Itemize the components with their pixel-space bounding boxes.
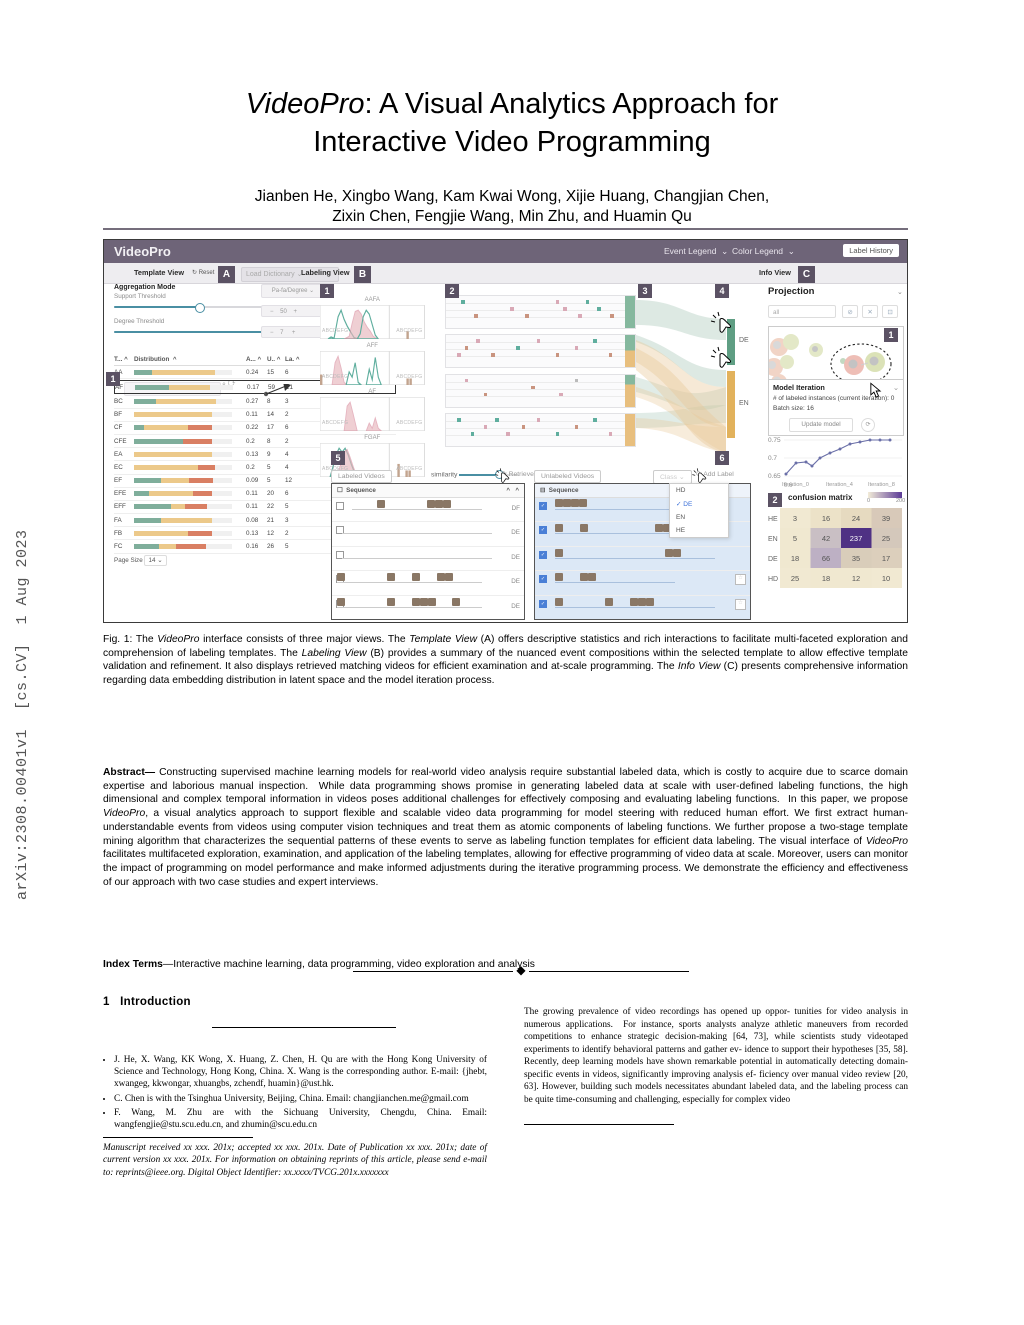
- svg-text:10: 10: [882, 574, 890, 583]
- svg-text:18: 18: [822, 574, 830, 583]
- svg-text:12: 12: [852, 574, 860, 583]
- svg-text:16: 16: [822, 514, 830, 523]
- svg-text:HE: HE: [768, 516, 778, 523]
- svg-text:0.65: 0.65: [768, 473, 781, 480]
- svg-text:3: 3: [793, 514, 797, 523]
- svg-text:17: 17: [882, 554, 890, 563]
- svg-text:0.75: 0.75: [768, 437, 781, 444]
- svg-text:25: 25: [882, 534, 890, 543]
- svg-text:18: 18: [791, 554, 799, 563]
- svg-text:237: 237: [850, 534, 863, 543]
- svg-text:0.7: 0.7: [768, 455, 777, 462]
- svg-text:66: 66: [822, 554, 830, 563]
- svg-text:24: 24: [852, 514, 860, 523]
- svg-text:35: 35: [852, 554, 860, 563]
- svg-text:EN: EN: [768, 536, 778, 543]
- svg-text:25: 25: [791, 574, 799, 583]
- svg-text:DE: DE: [768, 556, 778, 563]
- svg-text:5: 5: [793, 534, 797, 543]
- svg-text:39: 39: [882, 514, 890, 523]
- svg-text:42: 42: [822, 534, 830, 543]
- svg-text:HD: HD: [768, 576, 778, 583]
- svg-text:Iteration_4: Iteration_4: [826, 482, 853, 488]
- svg-text:Iteration_0: Iteration_0: [782, 482, 809, 488]
- svg-text:Iteration_8: Iteration_8: [868, 482, 895, 488]
